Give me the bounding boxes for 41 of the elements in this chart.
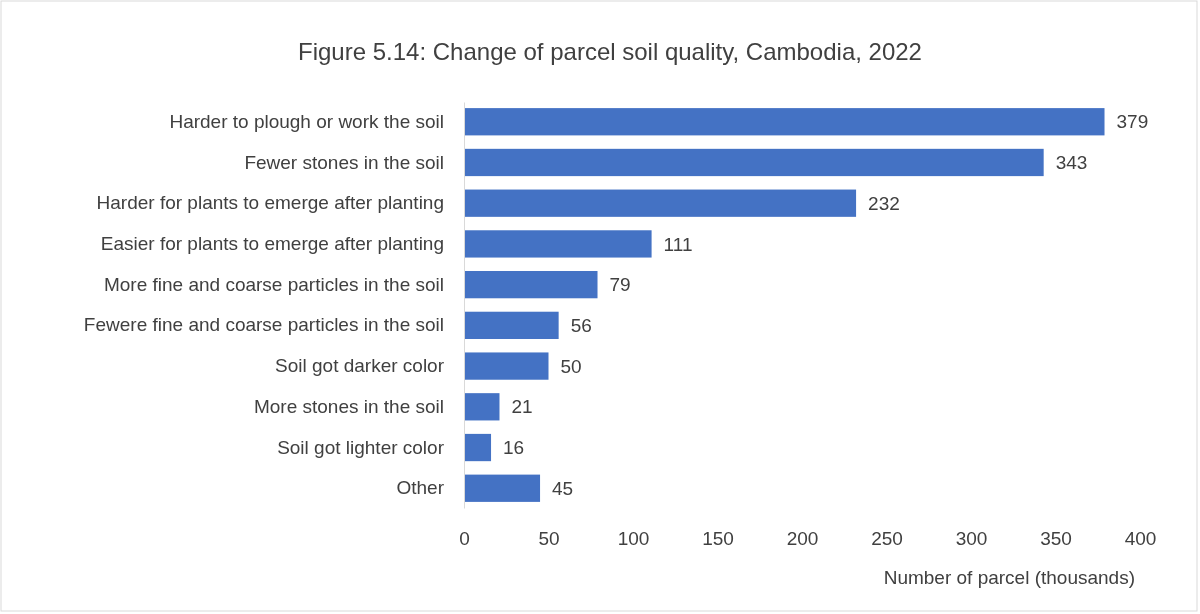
data-label: 45: [552, 477, 574, 499]
y-tick-label: Soil got lighter color: [277, 436, 445, 458]
bar: [464, 148, 1044, 177]
y-tick-label: More fine and coarse particles in the soil: [103, 273, 444, 295]
data-label: 56: [570, 315, 592, 337]
bar: [464, 352, 549, 380]
data-label: 232: [868, 192, 900, 214]
x-tick-label: 150: [702, 528, 734, 550]
bar: [464, 230, 652, 258]
x-tick-label: 0: [459, 528, 470, 550]
y-tick-label: Easier for plants to emerge after planting: [100, 233, 444, 254]
chart-title: Figure 5.14: Change of parcel soil quality, Cambodia, 2022: [298, 38, 922, 65]
y-tick-label: Other: [396, 477, 445, 499]
bar: [464, 311, 559, 339]
x-tick-label: 300: [955, 528, 988, 550]
y-tick-label: Soil got darker color: [275, 355, 445, 377]
x-tick-label: 350: [1040, 528, 1072, 550]
x-tick-label: 400: [1124, 528, 1157, 550]
data-label: 21: [511, 396, 533, 418]
data-label: 79: [609, 274, 631, 296]
data-label: 16: [503, 437, 525, 459]
y-tick-label: Fewere fine and coarse particles in the soil: [83, 314, 444, 336]
x-tick-label: 250: [871, 528, 903, 550]
x-axis-title: Number of parcel (thousands): [883, 567, 1135, 588]
data-label: 379: [1116, 111, 1149, 133]
bar: [464, 189, 857, 217]
bar: [464, 433, 492, 462]
y-tick-label: Harder for plants to emerge after planting: [96, 192, 444, 214]
y-tick-label: More stones in the soil: [253, 395, 444, 417]
y-tick-label: Fewer stones in the soil: [244, 151, 444, 173]
x-tick-label: 200: [786, 528, 819, 550]
data-label: 343: [1055, 152, 1088, 174]
bar: [464, 393, 500, 421]
x-tick-label: 100: [617, 528, 650, 550]
bar: [464, 108, 1105, 136]
bar: [464, 271, 598, 299]
x-tick-label: 50: [538, 528, 560, 550]
data-label: 50: [560, 355, 582, 377]
y-tick-label: Harder to plough or work the soil: [169, 110, 444, 132]
data-label: 111: [663, 233, 693, 255]
bar: [464, 474, 541, 502]
